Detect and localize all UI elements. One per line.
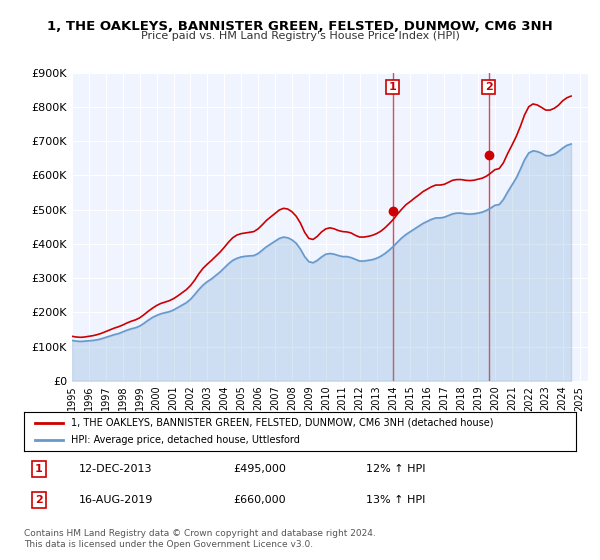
Text: Price paid vs. HM Land Registry's House Price Index (HPI): Price paid vs. HM Land Registry's House … <box>140 31 460 41</box>
Text: 1, THE OAKLEYS, BANNISTER GREEN, FELSTED, DUNMOW, CM6 3NH (detached house): 1, THE OAKLEYS, BANNISTER GREEN, FELSTED… <box>71 418 493 428</box>
Text: 2: 2 <box>35 495 43 505</box>
Text: HPI: Average price, detached house, Uttlesford: HPI: Average price, detached house, Uttl… <box>71 435 300 445</box>
Text: 12% ↑ HPI: 12% ↑ HPI <box>366 464 426 474</box>
Text: 16-AUG-2019: 16-AUG-2019 <box>79 495 154 505</box>
Text: 1: 1 <box>35 464 43 474</box>
Text: 1, THE OAKLEYS, BANNISTER GREEN, FELSTED, DUNMOW, CM6 3NH: 1, THE OAKLEYS, BANNISTER GREEN, FELSTED… <box>47 20 553 32</box>
Text: 13% ↑ HPI: 13% ↑ HPI <box>366 495 425 505</box>
Text: 1: 1 <box>389 82 397 92</box>
Text: £660,000: £660,000 <box>234 495 286 505</box>
Text: 12-DEC-2013: 12-DEC-2013 <box>79 464 152 474</box>
Text: 2: 2 <box>485 82 493 92</box>
Text: £495,000: £495,000 <box>234 464 287 474</box>
Text: Contains HM Land Registry data © Crown copyright and database right 2024.
This d: Contains HM Land Registry data © Crown c… <box>24 529 376 549</box>
